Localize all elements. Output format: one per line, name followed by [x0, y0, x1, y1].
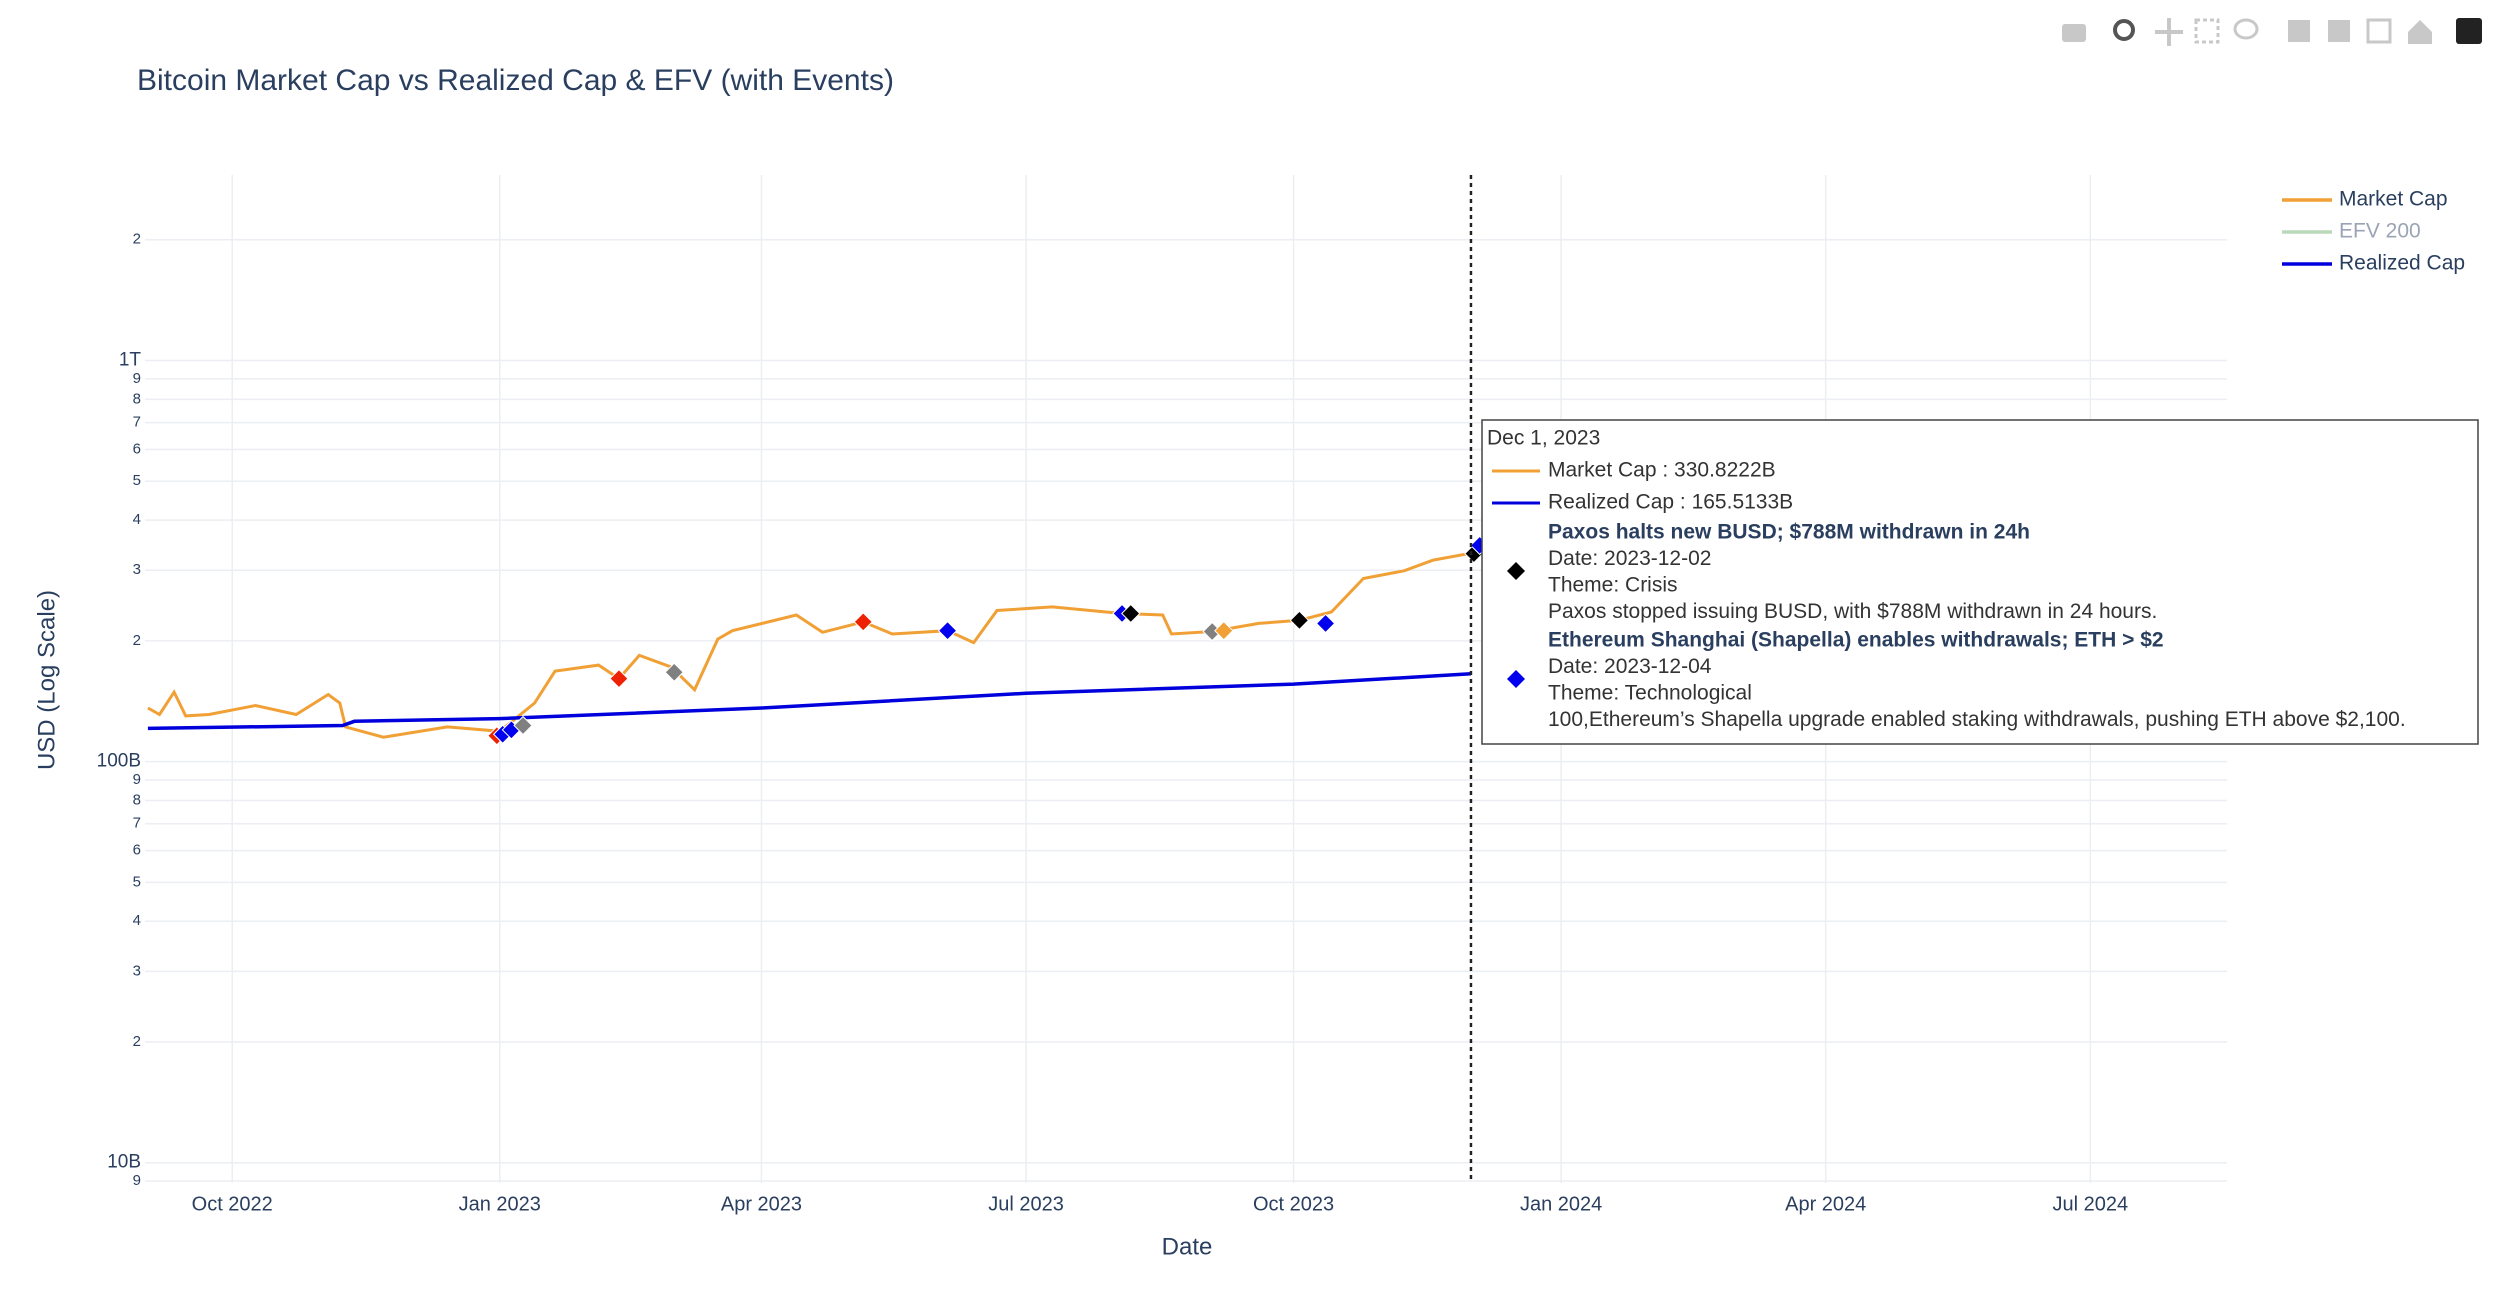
series-line: [147, 672, 1472, 731]
event-marker: [1315, 613, 1336, 634]
legend-label[interactable]: EFV 200: [2339, 220, 2421, 243]
event-marker: [609, 668, 629, 689]
tooltip-event-date: Date: 2023-12-02: [1548, 547, 1711, 570]
zoom-icon[interactable]: [2113, 19, 2135, 41]
hover-tooltip: Dec 1, 2023 Market Cap : 330.8222B Realize…: [1481, 419, 2479, 745]
legend-label[interactable]: Realized Cap: [2339, 252, 2465, 275]
y-tick-label: 8: [133, 390, 141, 407]
tooltip-event-title: Ethereum Shanghai (Shapella) enables wit…: [1548, 629, 2164, 652]
select-icon[interactable]: [2194, 18, 2220, 44]
event-marker: [1289, 610, 1310, 631]
event-marker: [937, 620, 958, 641]
y-tick-label: 3: [133, 962, 141, 979]
tooltip-event-title: Paxos halts new BUSD; $788M withdrawn in…: [1548, 521, 2030, 544]
x-tick-label: Oct 2023: [1253, 1193, 1334, 1215]
toolbar: [2062, 18, 2482, 46]
y-tick-label: 6: [133, 440, 141, 457]
legend-label[interactable]: Market Cap: [2339, 188, 2448, 211]
y-tick-label: 2: [133, 231, 141, 248]
event-marker: [513, 715, 533, 736]
x-tick-label: Apr 2024: [1785, 1193, 1866, 1215]
x-axis-title: Date: [1162, 1233, 1213, 1260]
y-tick-label: 7: [133, 414, 141, 431]
tooltip-box: [1481, 419, 2479, 745]
autoscale-icon[interactable]: [2366, 18, 2392, 44]
chart-title: Bitcoin Market Cap vs Realized Cap & EFV…: [137, 64, 894, 97]
y-tick-label: 100B: [97, 751, 141, 772]
tooltip-item: Market Cap : 330.8222B: [1548, 459, 1776, 482]
y-tick-label: 10B: [107, 1152, 141, 1173]
event-marker: [664, 662, 684, 682]
tooltip-event-theme: Theme: Technological: [1548, 682, 1752, 705]
y-tick-label: 3: [133, 561, 141, 578]
zoom-out-icon[interactable]: [2328, 20, 2350, 42]
tooltip-event-description: 100,Ethereum’s Shapella upgrade enabled …: [1548, 708, 2406, 731]
reset-icon[interactable]: [2408, 20, 2432, 44]
event-marker: [1121, 603, 1141, 624]
x-tick-label: Oct 2022: [192, 1193, 273, 1215]
y-tick-label: 7: [133, 815, 141, 832]
pan-icon[interactable]: [2155, 18, 2183, 46]
tooltip-title: Dec 1, 2023: [1487, 427, 1600, 450]
camera-icon[interactable]: [2062, 24, 2086, 42]
zoom-in-icon[interactable]: [2288, 20, 2310, 42]
y-tick-label: 4: [133, 511, 141, 528]
x-tick-label: Apr 2023: [721, 1193, 802, 1215]
y-tick-label: 8: [133, 791, 141, 808]
y-tick-label: 5: [133, 472, 141, 489]
tooltip-event-description: Paxos stopped issuing BUSD, with $788M w…: [1548, 600, 2157, 623]
y-tick-label: 9: [133, 771, 141, 788]
lasso-icon[interactable]: [2233, 18, 2259, 40]
y-tick-label: 2: [133, 632, 141, 649]
event-marker: [1214, 620, 1234, 641]
x-tick-label: Jan 2024: [1520, 1193, 1602, 1215]
y-tick-label: 2: [133, 1033, 141, 1050]
grid: [145, 175, 2227, 1183]
tooltip-event-marker: [1507, 670, 1525, 688]
x-tick-label: Jul 2024: [2053, 1193, 2129, 1215]
y-tick-label: 4: [133, 912, 141, 929]
plotly-logo[interactable]: [2456, 18, 2482, 44]
y-tick-label: 6: [133, 842, 141, 859]
x-tick-label: Jan 2023: [459, 1193, 541, 1215]
tooltip-event-theme: Theme: Crisis: [1548, 574, 1678, 597]
tooltip-event-marker: [1507, 562, 1525, 580]
y-tick-label: 1T: [119, 349, 142, 370]
y-tick-label: 5: [133, 873, 141, 890]
tooltip-event-date: Date: 2023-12-04: [1548, 655, 1712, 678]
y-axis-title: USD (Log Scale): [33, 590, 60, 770]
event-marker: [853, 612, 873, 632]
y-tick-label: 9: [133, 1172, 141, 1189]
x-tick-label: Jul 2023: [988, 1193, 1064, 1215]
tooltip-item: Realized Cap : 165.5133B: [1548, 491, 1793, 514]
y-tick-label: 9: [133, 370, 141, 387]
